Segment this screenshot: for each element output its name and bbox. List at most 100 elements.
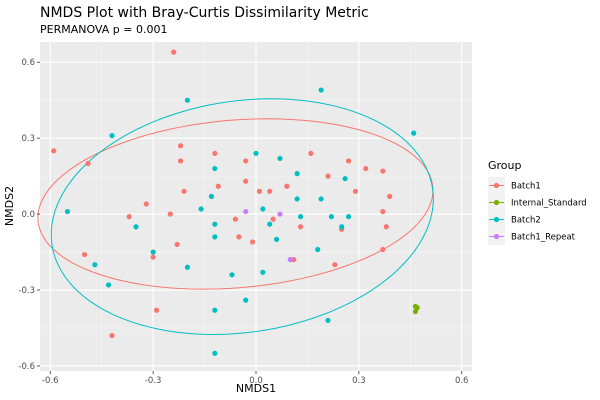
major-gridlines <box>40 42 472 371</box>
point-batch2 <box>260 269 266 275</box>
point-batch2 <box>150 249 156 255</box>
point-batch1 <box>345 158 352 164</box>
point-batch2 <box>184 264 191 270</box>
legend-label-batch1-repeat: Batch1_Repeat <box>511 233 576 243</box>
point-batch1 <box>109 332 115 339</box>
x-tick-label: 0.6 <box>455 376 469 386</box>
point-batch1 <box>243 178 249 184</box>
point-batch1 <box>212 150 218 156</box>
point-batch2 <box>212 165 218 172</box>
point-batch2 <box>297 214 304 220</box>
y-tick-label: -0.3 <box>18 286 35 296</box>
point-batch2 <box>109 133 115 139</box>
point-batch1 <box>352 188 359 194</box>
point-batch2 <box>267 221 273 227</box>
y-tick-label: 0.3 <box>21 134 35 144</box>
group-ellipses <box>37 98 434 335</box>
legend-dot-batch1-repeat <box>493 233 500 240</box>
point-batch1 <box>308 150 314 156</box>
legend-label-batch2: Batch2 <box>511 216 541 226</box>
x-tick-label: -0.3 <box>145 376 162 386</box>
point-batch2 <box>92 262 98 268</box>
point-batch1 <box>383 224 389 230</box>
point-batch2 <box>318 87 324 93</box>
y-tick-label: 0.0 <box>21 210 35 220</box>
point-batch1 <box>387 193 393 199</box>
x-tick-label: 0.0 <box>249 376 263 386</box>
point-batch1-repeat <box>277 211 283 217</box>
point-batch1 <box>126 214 132 220</box>
point-batch1 <box>284 183 290 189</box>
x-axis-title: NMDS1 <box>236 382 276 395</box>
point-batch2 <box>318 196 324 202</box>
point-batch2 <box>273 236 280 242</box>
point-batch1 <box>150 254 156 260</box>
point-batch2 <box>64 208 71 215</box>
point-batch1 <box>81 251 88 258</box>
x-tick-label: 0.3 <box>352 376 366 386</box>
ellipse-batch1 <box>37 118 434 290</box>
point-batch2 <box>345 214 352 220</box>
point-batch1 <box>215 183 221 189</box>
point-batch2 <box>294 171 300 177</box>
point-batch1 <box>270 216 276 222</box>
legend-dot-batch1 <box>493 182 500 189</box>
point-batch1-repeat <box>243 208 249 215</box>
x-axis-ticks: -0.6 -0.3 0.0 0.3 0.6 <box>42 371 468 386</box>
point-batch2 <box>208 193 215 199</box>
chart-subtitle: PERMANOVA p = 0.001 <box>40 23 167 36</box>
legend-dot-batch2 <box>493 216 500 223</box>
point-batch1 <box>85 160 91 167</box>
point-batch2 <box>133 224 139 230</box>
point-batch2 <box>229 272 235 278</box>
point-batch2 <box>315 246 321 253</box>
point-batch1 <box>380 208 386 215</box>
y-tick-label: -0.6 <box>18 362 35 372</box>
y-tick-label: 0.6 <box>21 58 35 68</box>
point-batch1 <box>332 262 338 268</box>
point-batch1 <box>243 158 249 164</box>
point-batch1 <box>171 49 177 55</box>
point-batch1 <box>363 165 369 172</box>
point-batch1 <box>181 188 187 194</box>
point-batch2 <box>198 206 204 212</box>
data-points <box>51 49 420 356</box>
point-batch1 <box>51 148 57 154</box>
point-batch2 <box>243 297 249 303</box>
point-batch1 <box>256 188 263 194</box>
point-internal-standard <box>414 305 420 311</box>
x-tick-label: -0.6 <box>42 376 59 386</box>
point-batch2 <box>260 206 266 212</box>
point-batch2 <box>339 224 345 230</box>
point-batch1 <box>153 307 160 313</box>
point-batch2 <box>294 196 300 202</box>
point-batch2 <box>212 307 218 313</box>
point-batch1 <box>177 158 184 164</box>
legend: Group Batch1Internal_StandardBatch2Batch… <box>488 159 587 245</box>
legend-label-batch1: Batch1 <box>511 182 541 192</box>
legend-label-internal-standard: Internal_Standard <box>511 199 587 209</box>
point-batch1 <box>249 239 256 245</box>
point-batch2 <box>253 150 259 156</box>
point-batch1 <box>174 241 180 248</box>
point-batch2 <box>411 130 417 136</box>
legend-items: Batch1 Internal_Standard Batch2 Batch1_Repe… <box>488 177 587 245</box>
point-batch2 <box>212 234 218 240</box>
point-batch2 <box>328 214 335 220</box>
point-batch1 <box>380 246 386 253</box>
point-batch2 <box>212 221 218 227</box>
point-batch2 <box>105 282 112 288</box>
legend-title: Group <box>488 159 522 172</box>
point-batch2 <box>325 317 331 323</box>
point-batch1 <box>143 201 149 207</box>
point-batch1 <box>267 188 273 194</box>
point-batch1 <box>167 211 173 217</box>
point-batch1 <box>297 224 304 230</box>
point-batch1-repeat <box>287 257 293 263</box>
point-batch1 <box>236 234 242 240</box>
ellipse-batch2 <box>50 98 434 335</box>
point-batch1 <box>325 173 331 179</box>
point-batch1 <box>232 216 239 222</box>
y-axis-ticks: -0.6 -0.3 0.0 0.3 0.6 <box>18 58 40 372</box>
